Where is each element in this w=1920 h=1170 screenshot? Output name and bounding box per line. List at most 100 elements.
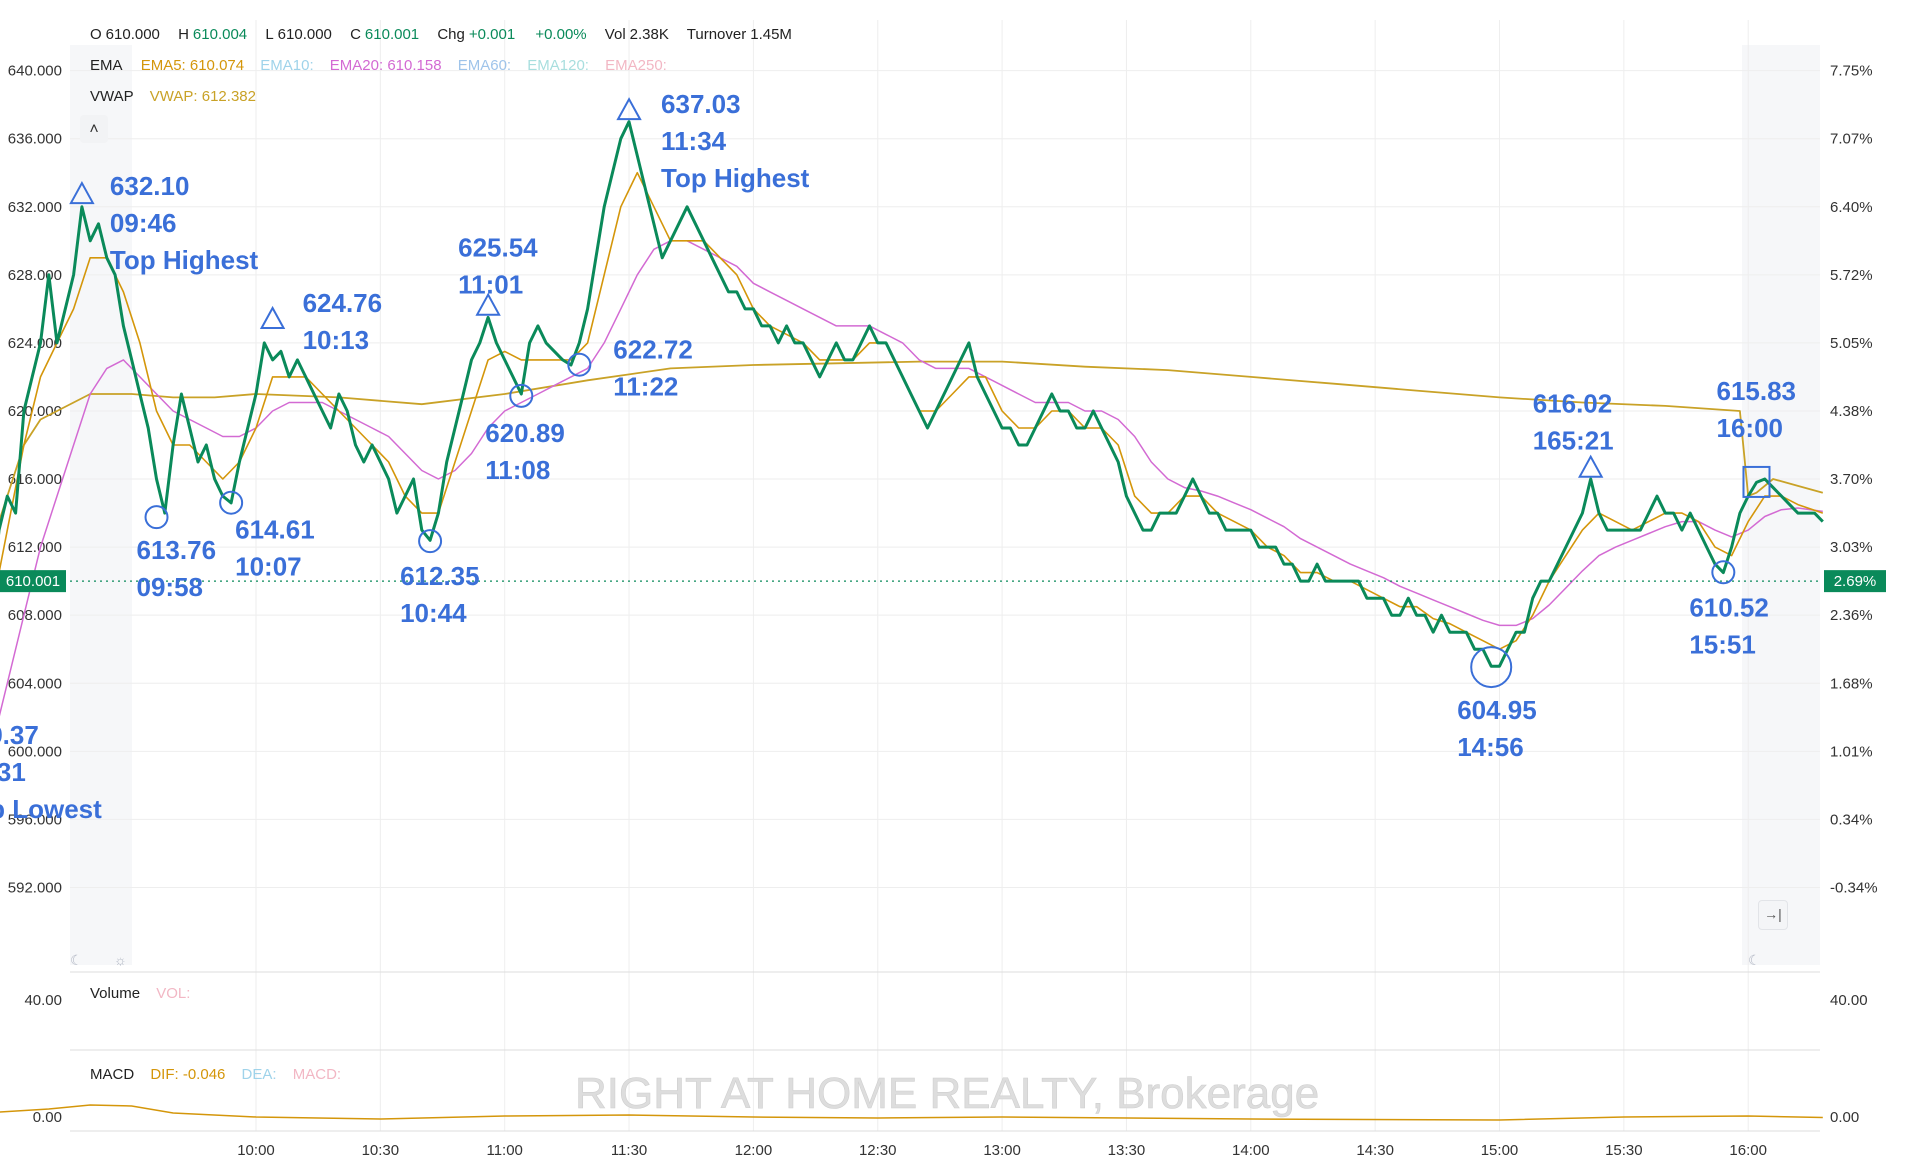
price-tick-label: 640.000 — [8, 63, 62, 80]
low-value: 610.000 — [277, 26, 332, 43]
annotation-text: 10:13 — [303, 325, 370, 355]
ema250-legend: EMA250: — [605, 57, 667, 74]
annotation-text: 625.54 — [458, 233, 538, 263]
annotation-circle: 613.76 09:58 — [137, 505, 216, 602]
open-label: O — [90, 26, 102, 43]
annotation-text: 604.95 — [1457, 695, 1537, 725]
time-tick-label: 13:00 — [983, 1142, 1021, 1159]
sun-icon: ☼ — [114, 952, 127, 968]
macd-axis-right: 0.00 — [1830, 1109, 1859, 1126]
jump-to-latest-button[interactable]: →| — [1758, 900, 1788, 930]
macd-dif-line — [0, 1104, 1823, 1121]
annotation-text: Top Lowest — [0, 794, 102, 824]
moon-icon: ☾ — [1748, 952, 1761, 968]
triangle-marker — [69, 180, 95, 205]
circle-marker — [418, 529, 443, 554]
price-tick-label: 616.000 — [8, 471, 62, 488]
price-tick-label: 628.000 — [8, 267, 62, 284]
percent-tick-label: -0.34% — [1830, 879, 1878, 896]
annotation-text: 14:56 — [1457, 732, 1524, 762]
percent-tick-label: 6.40% — [1830, 199, 1873, 216]
price-tick-label: 600.000 — [8, 743, 62, 760]
time-tick-label: 10:30 — [362, 1142, 400, 1159]
volume-legend[interactable]: Volume VOL: — [90, 985, 194, 1002]
annotation-text: 09:58 — [137, 572, 204, 602]
time-tick-label: 12:30 — [859, 1142, 897, 1159]
annotation-text: 16:00 — [1716, 413, 1783, 443]
vwap-value: VWAP: 612.382 — [149, 88, 256, 105]
price-line — [0, 120, 1824, 668]
vwap-legend[interactable]: VWAP VWAP: 612.382 — [90, 88, 260, 105]
last-pct-label: 2.69% — [1834, 573, 1877, 590]
annotation-circle: 610.52 15:51 — [1689, 560, 1769, 659]
ema20-line — [0, 240, 1823, 717]
triangle-marker — [475, 292, 501, 316]
circle-marker — [509, 383, 534, 408]
annotation-circle: 620.89 11:08 — [485, 383, 565, 485]
percent-tick-label: 2.36% — [1830, 607, 1873, 624]
moon-icon: ☾ — [70, 952, 83, 968]
circle-marker — [567, 352, 592, 377]
time-tick-label: 16:00 — [1729, 1142, 1767, 1159]
vwap-label: VWAP — [90, 88, 134, 105]
annotation-triangle: 625.54 11:01 — [458, 233, 538, 316]
price-tick-label: 608.000 — [8, 607, 62, 624]
ema60-legend: EMA60: — [457, 57, 512, 74]
volume-axis-right: 40.00 — [1830, 992, 1868, 1009]
time-tick-label: 14:30 — [1356, 1142, 1394, 1159]
annotation-text: 616.02 — [1533, 389, 1613, 419]
annotation-text: 11:34 — [661, 126, 727, 156]
percent-tick-label: 1.68% — [1830, 675, 1873, 692]
volume-axis-left: 40.00 — [24, 992, 62, 1009]
annotation-square: 599.37 09:31 Top Lowest — [0, 720, 102, 824]
annotation-text: 09:31 — [0, 757, 26, 787]
quote-bar: O 610.000 H 610.004 L 610.000 C 610.001 Chg +… — [90, 26, 796, 43]
volume-label: Volume — [90, 985, 141, 1002]
collapse-indicators-button[interactable]: ˄ — [80, 115, 108, 143]
annotation-circle: 622.72 11:22 — [567, 335, 693, 402]
circle-marker — [144, 505, 169, 530]
price-tick-label: 636.000 — [8, 131, 62, 148]
annotation-triangle: 632.10 09:46 Top Highest — [69, 171, 259, 275]
annotation-text: 11:01 — [458, 270, 523, 300]
annotation-text: 612.35 — [400, 561, 480, 591]
close-label: C — [350, 26, 361, 43]
annotation-text: 610.52 — [1689, 592, 1769, 622]
dea-legend: DEA: — [241, 1066, 277, 1083]
high-value: 610.004 — [192, 26, 248, 43]
time-tick-label: 15:00 — [1481, 1142, 1519, 1159]
ema10-legend: EMA10: — [260, 57, 314, 74]
annotation-text: Top Highest — [661, 163, 810, 193]
annotation-square: 615.83 16:00 — [1716, 376, 1796, 498]
annotation-text: 15:51 — [1689, 629, 1756, 659]
time-tick-label: 14:00 — [1232, 1142, 1270, 1159]
annotation-text: 622.72 — [613, 335, 693, 365]
ema-legend[interactable]: EMA EMA5: 610.074 EMA10: EMA20: 610.158 … — [90, 57, 671, 74]
ema-label: EMA — [90, 57, 123, 74]
annotation-text: 11:08 — [485, 455, 550, 485]
time-tick-label: 10:00 — [237, 1142, 275, 1159]
triangle-marker — [1577, 454, 1604, 478]
percent-tick-label: 5.05% — [1830, 335, 1873, 352]
circle-marker — [219, 490, 244, 515]
annotation-text: 599.37 — [0, 720, 39, 750]
low-label: L — [265, 26, 274, 43]
high-label: H — [178, 26, 189, 43]
percent-tick-label: 3.70% — [1830, 471, 1873, 488]
annotation-text: 632.10 — [110, 171, 190, 201]
close-value: 610.001 — [364, 26, 420, 43]
vol-legend: VOL: — [156, 985, 191, 1002]
annotation-text: 165:21 — [1533, 426, 1614, 456]
dif-legend: DIF: -0.046 — [150, 1066, 226, 1083]
annotation-circle: 604.95 14:56 — [1457, 646, 1537, 762]
time-tick-label: 13:30 — [1108, 1142, 1146, 1159]
price-tick-label: 620.000 — [8, 403, 62, 420]
macd-legend[interactable]: MACD DIF: -0.046 DEA: MACD: — [90, 1066, 345, 1083]
annotation-triangle: 637.03 11:34 Top Highest — [616, 89, 810, 193]
annotation-text: 615.83 — [1716, 376, 1796, 406]
annotation-text: Top Highest — [110, 245, 259, 275]
annotation-text: 620.89 — [485, 418, 565, 448]
last-pct-badge — [1824, 570, 1886, 593]
square-marker — [1742, 465, 1771, 498]
